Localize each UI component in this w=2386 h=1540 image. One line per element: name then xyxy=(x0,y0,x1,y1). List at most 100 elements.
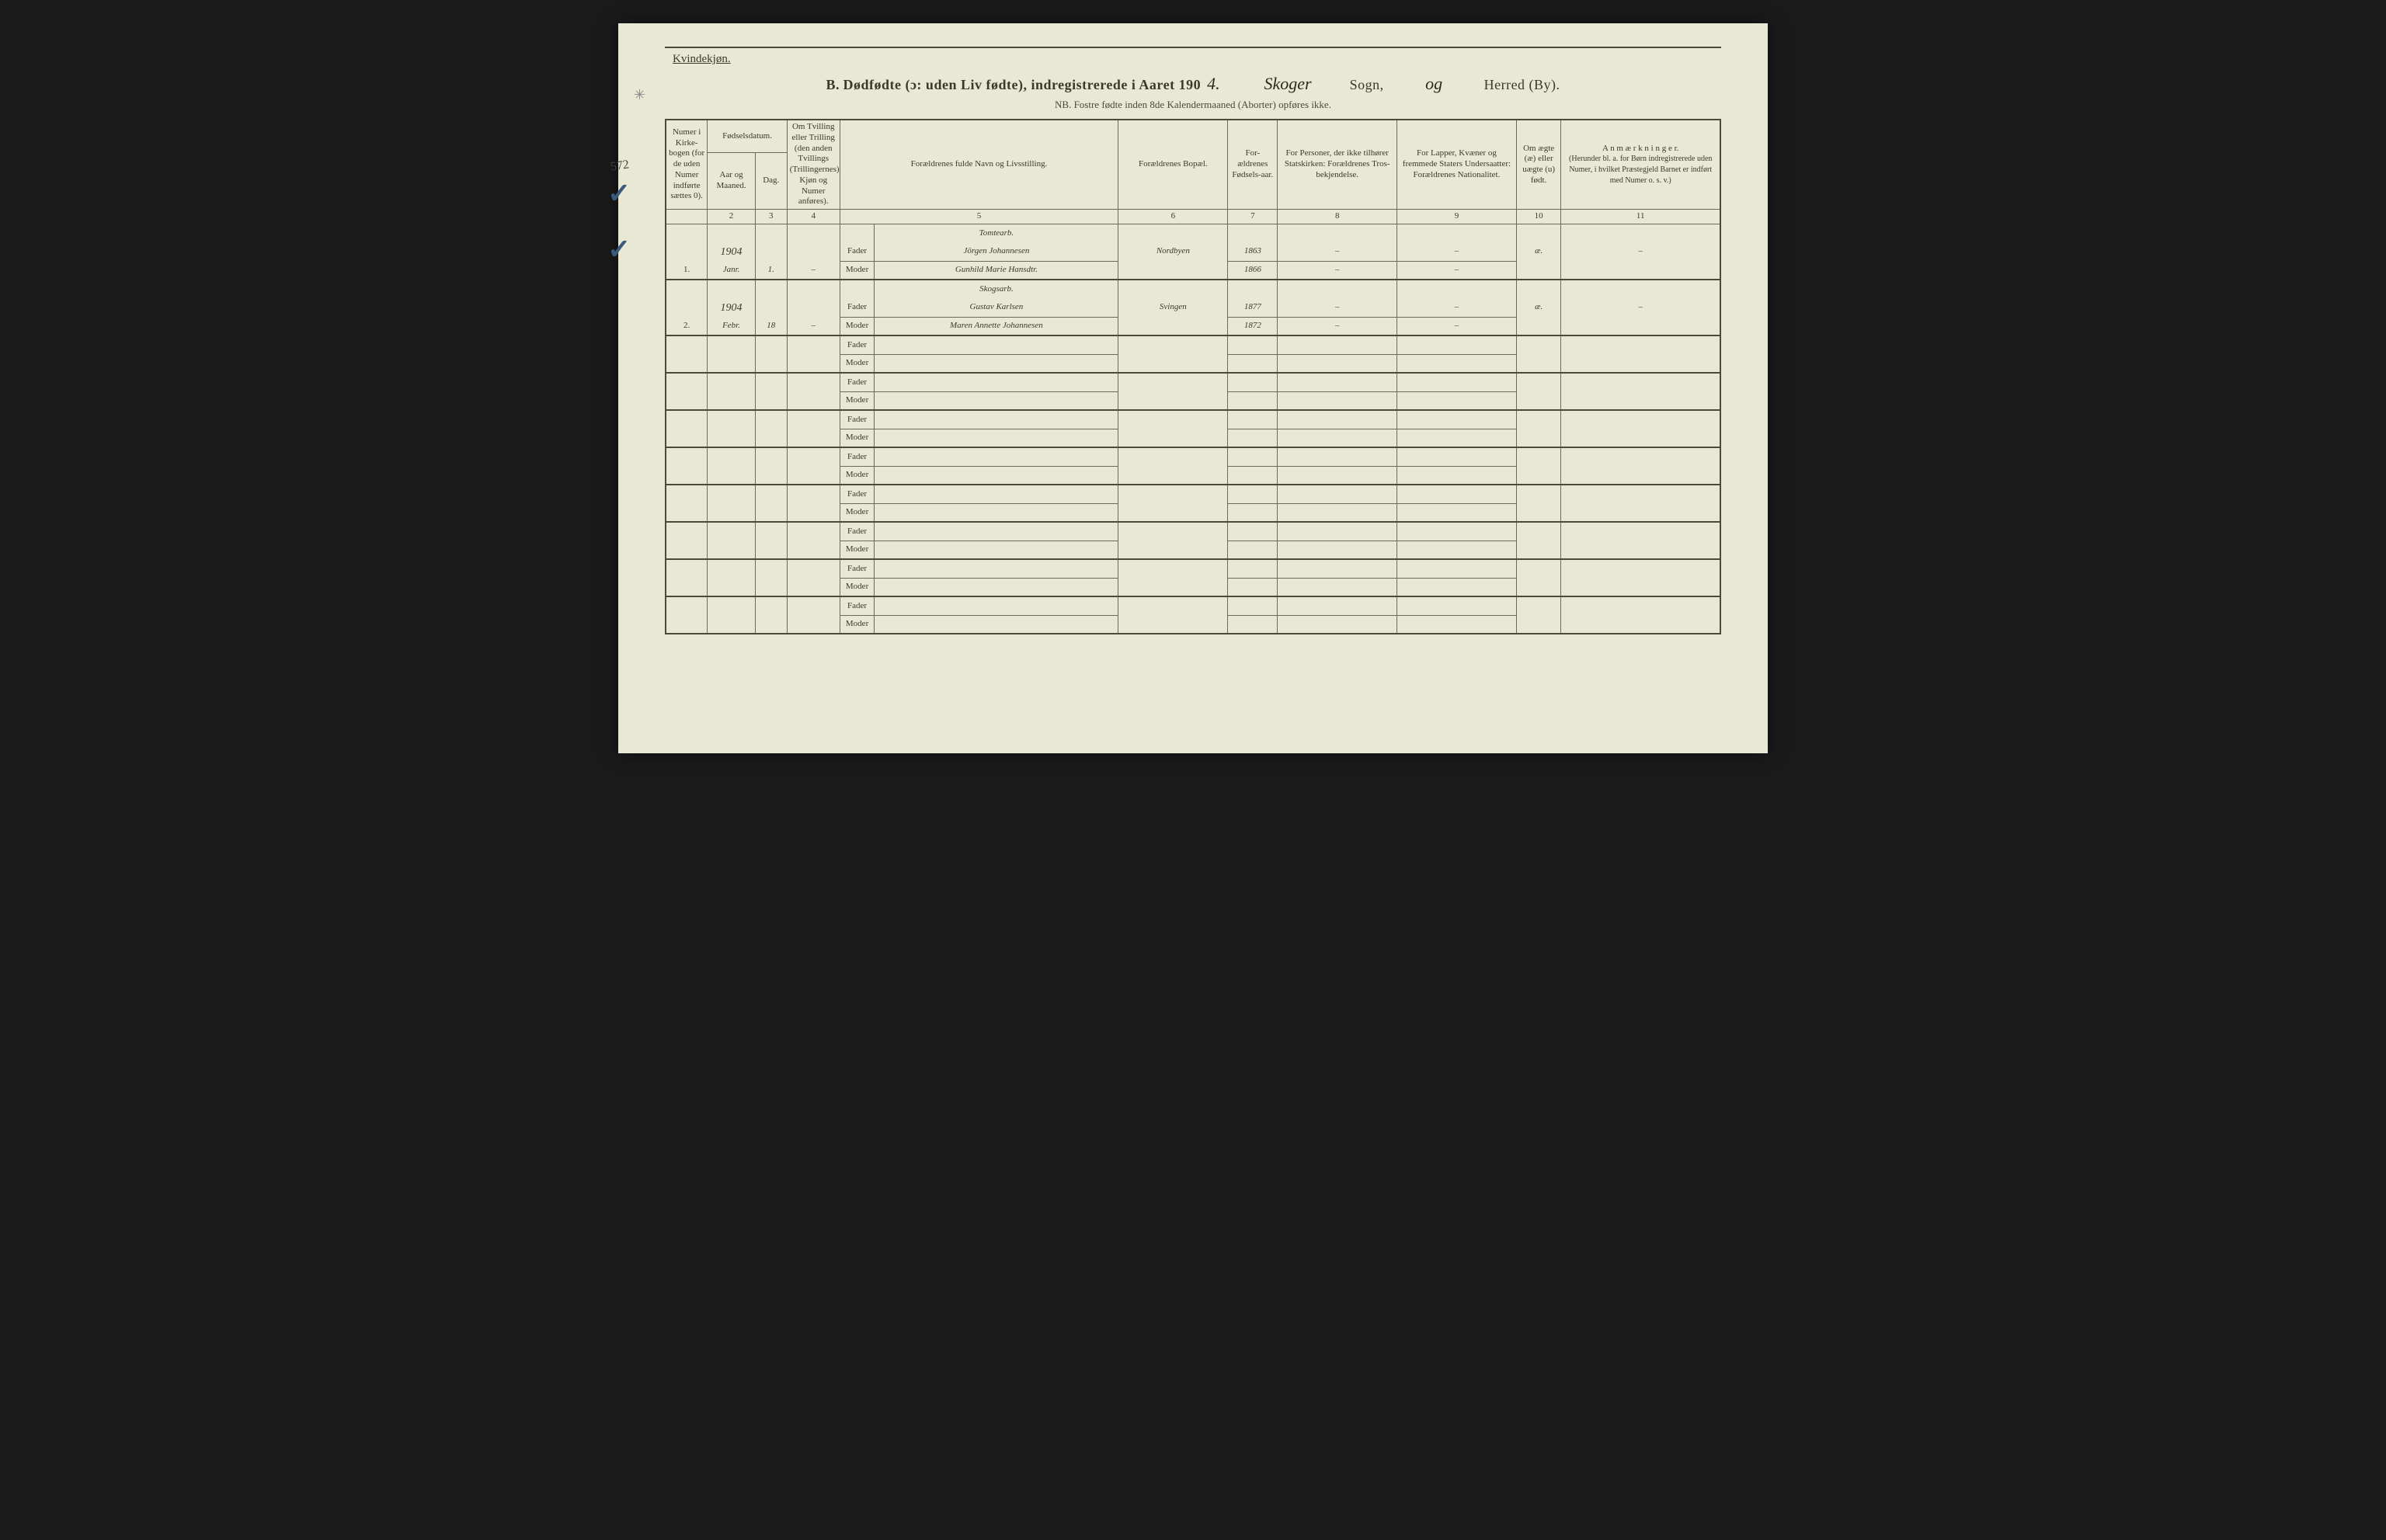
cell-nat-f: – xyxy=(1397,298,1517,317)
cell-legit xyxy=(1516,224,1561,242)
hdr-col9: Om ægte (æ) eller uægte (u) født. xyxy=(1516,120,1561,210)
cell-remarks xyxy=(1561,317,1720,335)
cell-tros-m: – xyxy=(1278,261,1397,280)
table-row: Moder xyxy=(666,541,1720,559)
cell-year xyxy=(1228,466,1278,485)
cell-legit xyxy=(1516,541,1561,559)
cell-twin xyxy=(787,541,840,559)
fader-label: Fader xyxy=(840,298,875,317)
cell-moder-name: Maren Annette Johannesen xyxy=(875,317,1118,335)
cell-twin xyxy=(787,391,840,410)
cell-remarks xyxy=(1561,522,1720,541)
cell-yearmonth xyxy=(708,559,755,578)
cell-year xyxy=(1228,447,1278,466)
cell-tros xyxy=(1278,447,1397,466)
cell-year xyxy=(1228,391,1278,410)
document-page: Kvindekjøn. ✳ B. Dødfødte (ɔ: uden Liv f… xyxy=(618,23,1768,753)
cell-tros-f: – xyxy=(1278,242,1397,261)
cell-name xyxy=(875,391,1118,410)
moder-label: Moder xyxy=(840,317,875,335)
cell-tros xyxy=(1278,224,1397,242)
cell-num xyxy=(666,522,708,541)
hdr-col4: Forældrenes fulde Navn og Livsstilling. xyxy=(840,120,1118,210)
cell-year xyxy=(1228,522,1278,541)
cell-remarks xyxy=(1561,615,1720,634)
cell-remarks xyxy=(1561,280,1720,298)
fader-label: Fader xyxy=(840,373,875,391)
cell-year xyxy=(1228,559,1278,578)
cell-bopael xyxy=(1118,559,1228,578)
moder-label: Moder xyxy=(840,391,875,410)
cell-nat-f: – xyxy=(1397,242,1517,261)
cell-bopael xyxy=(1118,224,1228,242)
cell-num xyxy=(666,596,708,615)
moder-label: Moder xyxy=(840,541,875,559)
cell-name xyxy=(875,335,1118,354)
cell-legit: æ. xyxy=(1516,242,1561,261)
check-mark-2: ✓ xyxy=(607,233,631,266)
table-row: Moder xyxy=(666,391,1720,410)
cell-num xyxy=(666,335,708,354)
table-row: Moder xyxy=(666,466,1720,485)
cell-legit: æ. xyxy=(1516,298,1561,317)
fader-label: Fader xyxy=(840,485,875,503)
cell-twin xyxy=(787,578,840,596)
cell-num xyxy=(666,298,708,317)
cell-name xyxy=(875,354,1118,373)
cell-tros xyxy=(1278,280,1397,298)
cell-num xyxy=(666,429,708,447)
cell-nat xyxy=(1397,410,1517,429)
cell-legit xyxy=(1516,335,1561,354)
cell-yearmonth xyxy=(708,280,755,298)
cell-name xyxy=(875,410,1118,429)
cell-bopael xyxy=(1118,335,1228,354)
cell-day xyxy=(755,466,787,485)
cell-day xyxy=(755,280,787,298)
cell-name xyxy=(875,541,1118,559)
cell-year xyxy=(1228,578,1278,596)
cell-bopael: Svingen xyxy=(1118,298,1228,317)
cell-legit xyxy=(1516,559,1561,578)
cell-nat xyxy=(1397,335,1517,354)
cell-remarks: – xyxy=(1561,242,1720,261)
cell-legit xyxy=(1516,615,1561,634)
cell-bopael xyxy=(1118,522,1228,541)
column-number-row: 2 3 4 5 6 7 8 9 10 11 xyxy=(666,210,1720,224)
cell-twin xyxy=(787,224,840,242)
cell-twin xyxy=(787,485,840,503)
cell-year xyxy=(1228,410,1278,429)
hdr-col2a: Aar og Maaned. xyxy=(708,153,755,210)
fader-label: Fader xyxy=(840,559,875,578)
moder-label: Moder xyxy=(840,615,875,634)
cell-nat xyxy=(1397,596,1517,615)
cell-twin xyxy=(787,615,840,634)
hdr-col1: Numer i Kirke-bogen (for de uden Numer i… xyxy=(666,120,708,210)
cell-yearmonth xyxy=(708,373,755,391)
fader-label: Fader xyxy=(840,410,875,429)
cell-legit xyxy=(1516,447,1561,466)
cell-day xyxy=(755,242,787,261)
cell-name xyxy=(875,503,1118,522)
cell-nat xyxy=(1397,447,1517,466)
cell-legit xyxy=(1516,429,1561,447)
cell-year xyxy=(1228,335,1278,354)
colnum-2: 2 xyxy=(708,210,755,224)
table-header: Numer i Kirke-bogen (for de uden Numer i… xyxy=(666,120,1720,224)
colnum-1 xyxy=(666,210,708,224)
moder-label: Moder xyxy=(840,261,875,280)
cell-year: 1904 xyxy=(708,242,755,261)
cell-remarks xyxy=(1561,541,1720,559)
cell-remarks xyxy=(1561,410,1720,429)
cell-nat xyxy=(1397,559,1517,578)
hdr-col6: For-ældrenes Fødsels-aar. xyxy=(1228,120,1278,210)
cell-nat xyxy=(1397,280,1517,298)
table-row: 1904FaderGustav KarlsenSvingen1877––æ.– xyxy=(666,298,1720,317)
hdr-col2b: Dag. xyxy=(755,153,787,210)
cell-tros-f: – xyxy=(1278,298,1397,317)
cell-tros xyxy=(1278,429,1397,447)
table-row: Moder xyxy=(666,615,1720,634)
sogn-label: Sogn, xyxy=(1350,77,1384,92)
cell-yearmonth xyxy=(708,522,755,541)
cell-legit xyxy=(1516,410,1561,429)
cell-fmlabel xyxy=(840,224,875,242)
